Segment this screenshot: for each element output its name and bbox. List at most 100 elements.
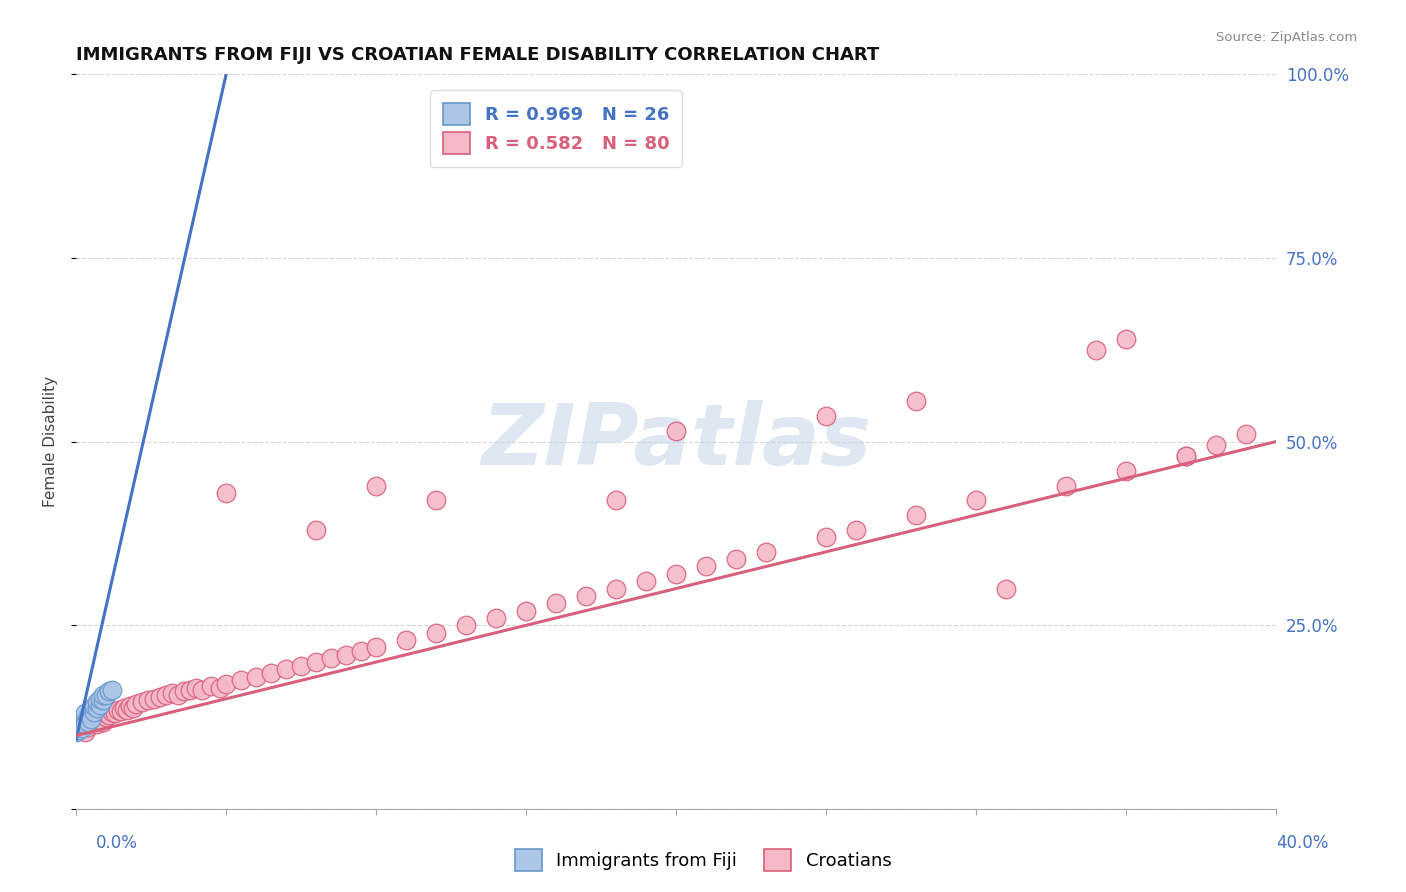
Point <box>1175 449 1198 463</box>
Point <box>179 682 201 697</box>
Point <box>143 691 166 706</box>
Point <box>96 706 118 721</box>
Text: Source: ZipAtlas.com: Source: ZipAtlas.com <box>1216 31 1357 45</box>
Point <box>75 714 97 728</box>
Point <box>86 695 108 709</box>
Point <box>366 478 388 492</box>
Point <box>191 682 214 697</box>
Point <box>636 574 658 589</box>
Point <box>120 699 142 714</box>
Point <box>231 673 253 688</box>
Point <box>485 611 508 625</box>
Point <box>695 559 717 574</box>
Text: IMMIGRANTS FROM FIJI VS CROATIAN FEMALE DISABILITY CORRELATION CHART: IMMIGRANTS FROM FIJI VS CROATIAN FEMALE … <box>76 46 879 64</box>
Point <box>83 699 105 714</box>
Point <box>1115 332 1137 346</box>
Point <box>1115 464 1137 478</box>
Point <box>260 666 283 681</box>
Point <box>65 723 87 737</box>
Point <box>80 717 103 731</box>
Point <box>70 721 93 735</box>
Text: 40.0%: 40.0% <box>1277 834 1329 852</box>
Point <box>77 720 100 734</box>
Point <box>67 717 90 731</box>
Point <box>605 493 627 508</box>
Point <box>546 596 568 610</box>
Point <box>395 632 418 647</box>
Point <box>115 703 138 717</box>
Point <box>245 670 267 684</box>
Point <box>276 662 298 676</box>
Point <box>575 589 598 603</box>
Point <box>215 486 238 500</box>
Point <box>89 707 111 722</box>
Point <box>75 706 97 721</box>
Point <box>335 648 357 662</box>
Point <box>77 715 100 730</box>
Point <box>101 705 124 719</box>
Point <box>815 409 838 423</box>
Point <box>70 712 93 726</box>
Point <box>77 710 100 724</box>
Point <box>83 715 105 730</box>
Point <box>815 530 838 544</box>
Point <box>65 724 87 739</box>
Point <box>70 715 93 730</box>
Text: ZIPatlas: ZIPatlas <box>481 400 872 483</box>
Point <box>70 721 93 735</box>
Point <box>86 700 108 714</box>
Point <box>80 712 103 726</box>
Point <box>98 684 121 698</box>
Point <box>173 684 195 698</box>
Point <box>136 693 159 707</box>
Point <box>75 724 97 739</box>
Text: 0.0%: 0.0% <box>96 834 138 852</box>
Point <box>67 715 90 730</box>
Legend: R = 0.969   N = 26, R = 0.582   N = 80: R = 0.969 N = 26, R = 0.582 N = 80 <box>430 90 682 167</box>
Point <box>101 682 124 697</box>
Point <box>83 710 105 724</box>
Point <box>321 651 343 665</box>
Point <box>845 523 868 537</box>
Y-axis label: Female Disability: Female Disability <box>44 376 58 508</box>
Point <box>305 523 328 537</box>
Point <box>425 493 447 508</box>
Point <box>665 424 688 438</box>
Point <box>91 715 114 730</box>
Point <box>515 604 537 618</box>
Point <box>167 688 190 702</box>
Point <box>965 493 987 508</box>
Point <box>80 712 103 726</box>
Point <box>86 717 108 731</box>
Point <box>70 717 93 731</box>
Point <box>67 720 90 734</box>
Point <box>366 640 388 655</box>
Point <box>83 705 105 719</box>
Point <box>104 706 127 721</box>
Point <box>425 625 447 640</box>
Point <box>1175 449 1198 463</box>
Point <box>91 693 114 707</box>
Point <box>200 679 222 693</box>
Point <box>215 677 238 691</box>
Point <box>725 552 748 566</box>
Point <box>1205 438 1227 452</box>
Point <box>80 703 103 717</box>
Point <box>112 700 135 714</box>
Point <box>155 688 177 702</box>
Point <box>89 698 111 712</box>
Point <box>86 712 108 726</box>
Point <box>89 691 111 706</box>
Point <box>1085 343 1108 357</box>
Point <box>107 703 129 717</box>
Point <box>160 686 183 700</box>
Point <box>77 715 100 730</box>
Point <box>98 707 121 722</box>
Point <box>290 658 312 673</box>
Point <box>1054 478 1077 492</box>
Point <box>96 710 118 724</box>
Point <box>456 618 478 632</box>
Point <box>186 681 208 695</box>
Point <box>80 707 103 722</box>
Point <box>67 723 90 737</box>
